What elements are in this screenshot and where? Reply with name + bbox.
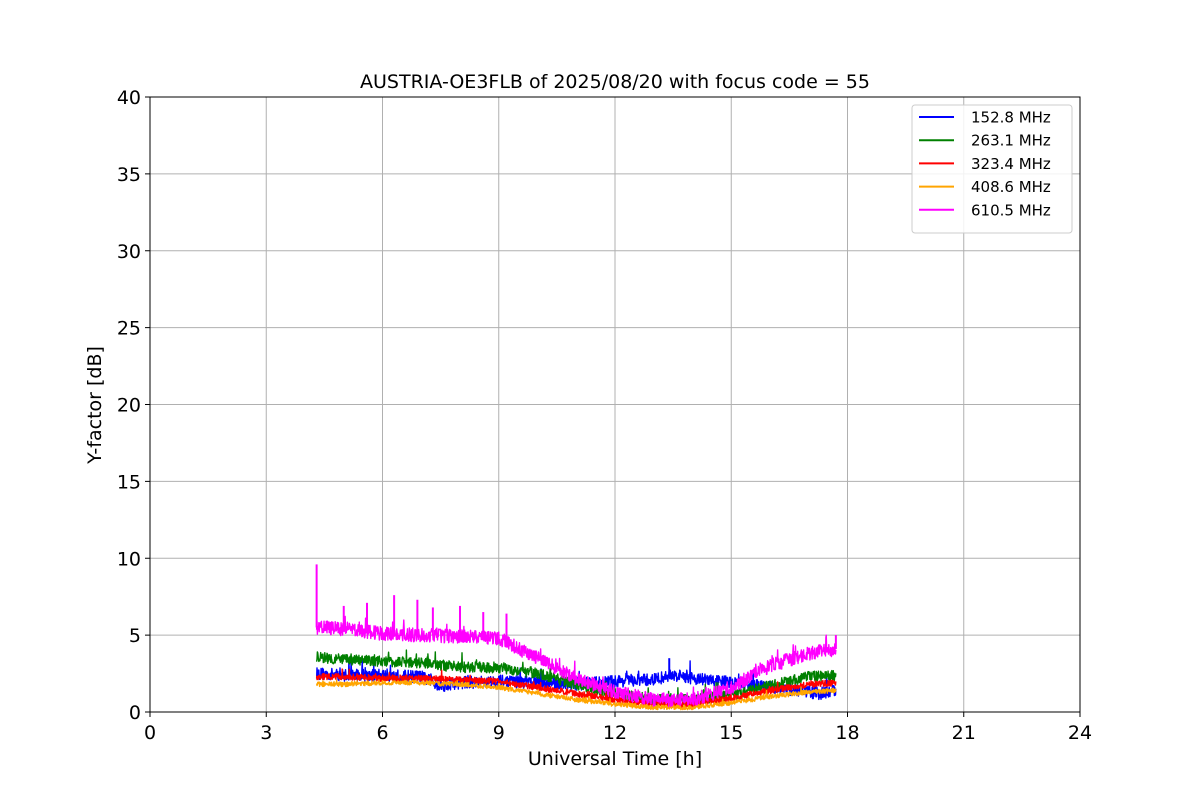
x-tick-label: 18 [835,722,859,744]
y-tick-label: 25 [117,318,141,340]
legend-label: 323.4 MHz [971,155,1051,173]
series-layer [315,564,837,711]
series-line-610-5-mhz [315,615,837,708]
chart-title: AUSTRIA-OE3FLB of 2025/08/20 with focus … [360,71,870,93]
x-axis: 0 3 6 9 12 15 18 21 24 [144,712,1092,744]
legend-label: 152.8 MHz [971,109,1051,127]
y-tick-label: 0 [129,702,141,724]
x-tick-label: 0 [144,722,156,744]
x-tick-label: 9 [493,722,505,744]
y-tick-label: 20 [117,395,141,417]
x-tick-label: 3 [260,722,272,744]
legend-box [911,104,1073,234]
x-tick-label: 6 [376,722,388,744]
y-axis-label: Y-factor [dB] [84,346,106,465]
y-tick-label: 35 [117,164,141,186]
legend-label: 263.1 MHz [971,132,1051,150]
legend: 152.8 MHz 263.1 MHz 323.4 MHz 408.6 MHz 610.… [911,104,1073,234]
y-tick-label: 30 [117,241,141,263]
y-tick-label: 5 [129,625,141,647]
x-tick-label: 21 [952,722,976,744]
y-tick-label: 10 [117,548,141,570]
legend-label: 610.5 MHz [971,201,1051,219]
series-line-323-4-mhz [315,668,837,709]
legend-label: 408.6 MHz [971,178,1051,196]
x-tick-label: 15 [719,722,743,744]
x-tick-label: 24 [1068,722,1092,744]
x-tick-label: 12 [603,722,627,744]
series-line-408-6-mhz [315,679,837,711]
y-tick-label: 40 [117,87,141,109]
series-line-263-1-mhz [315,649,837,706]
x-axis-label: Universal Time [h] [528,748,702,770]
y-tick-label: 15 [117,471,141,493]
y-axis: 0 5 10 15 20 25 30 35 40 [117,87,150,724]
